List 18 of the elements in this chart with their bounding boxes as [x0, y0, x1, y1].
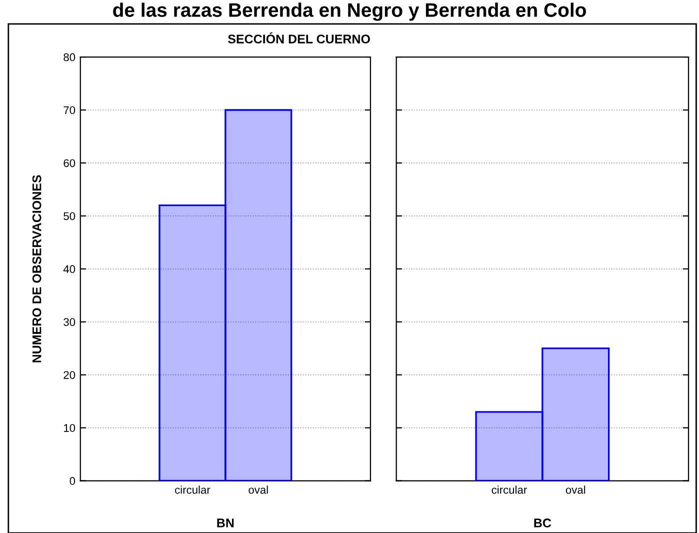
x-axis-title: BC	[534, 518, 552, 528]
y-tick-label: 10	[64, 424, 76, 432]
y-axis-title: NUMERO DE OBSERVACIONES	[32, 175, 42, 362]
x-tick-label: circular	[175, 486, 210, 494]
x-tick-label: circular	[492, 486, 527, 494]
chart-subtitle: SECCIÓN DEL CUERNO	[228, 32, 370, 44]
x-axis-title: BN	[217, 518, 234, 528]
y-tick-label: 50	[64, 212, 76, 220]
y-tick-label: 20	[64, 371, 76, 379]
y-tick-label: 60	[64, 159, 76, 168]
x-tick-label: oval	[248, 486, 268, 494]
x-tick-label: oval	[566, 486, 586, 494]
y-tick-label: 40	[63, 265, 76, 274]
text: de las razas Berrenda en Negro y Berrenda en Colo	[113, 2, 586, 21]
y-tick-label: 0	[70, 477, 76, 485]
y-tick-label: 80	[64, 53, 76, 62]
y-tick-label: 70	[64, 106, 76, 114]
y-tick-label: 30	[64, 318, 76, 326]
